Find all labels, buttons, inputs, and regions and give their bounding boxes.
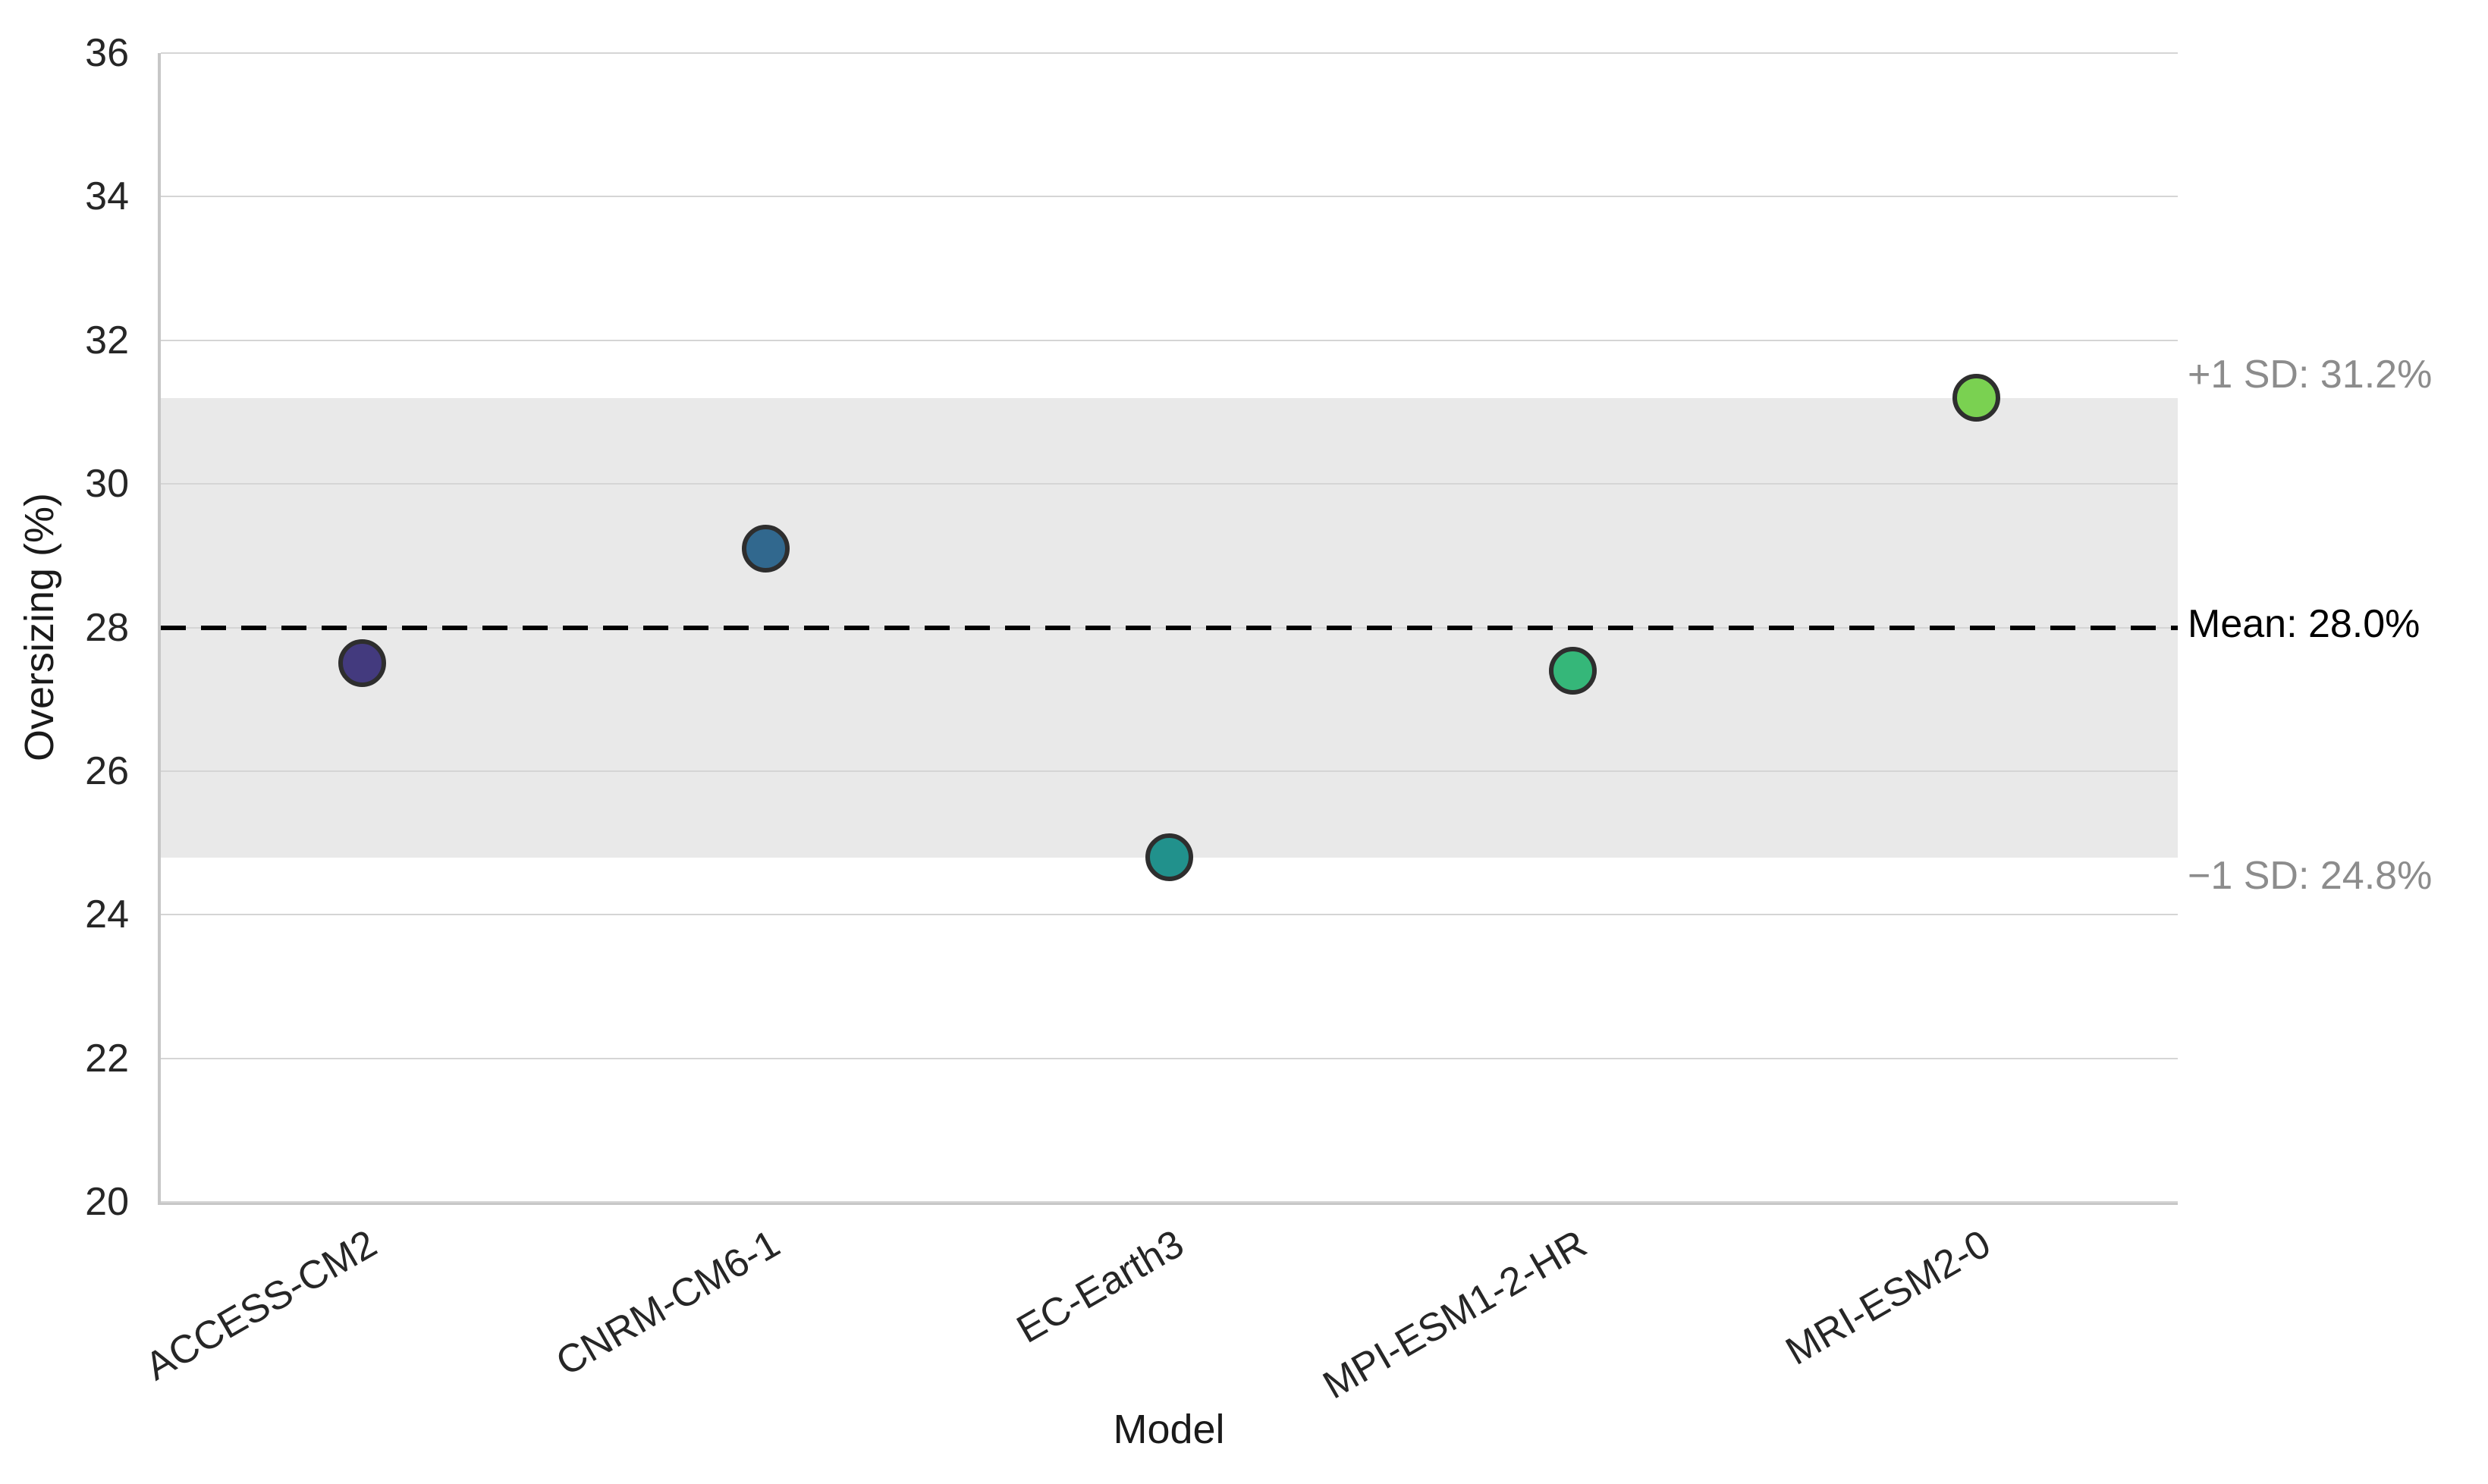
x-tick-label-MRI-ESM2-0: MRI-ESM2-0: [1778, 1222, 1998, 1374]
minus-one-sd-annotation: −1 SD: 24.8%: [2188, 853, 2433, 898]
gridline-y-36: [161, 52, 2178, 54]
y-tick-label-28: 28: [85, 605, 129, 650]
x-tick-label-CNRM-CM6-1: CNRM-CM6-1: [548, 1222, 788, 1385]
y-tick-label-24: 24: [85, 893, 129, 937]
data-point-MRI-ESM2-0: [1952, 374, 2000, 422]
gridline-y-30: [161, 483, 2178, 485]
plus-one-sd-annotation: +1 SD: 31.2%: [2188, 352, 2433, 397]
mean-annotation: Mean: 28.0%: [2188, 601, 2420, 646]
x-tick-label-EC-Earth3: EC-Earth3: [1009, 1222, 1191, 1352]
gridline-y-20: [161, 1201, 2178, 1203]
y-tick-label-32: 32: [85, 318, 129, 362]
x-axis-spine: [158, 1202, 2178, 1205]
data-point-ACCESS-CM2: [338, 639, 387, 688]
y-tick-label-20: 20: [85, 1180, 129, 1224]
y-tick-label-22: 22: [85, 1036, 129, 1081]
gridline-y-32: [161, 339, 2178, 341]
y-tick-label-26: 26: [85, 748, 129, 793]
x-tick-label-ACCESS-CM2: ACCESS-CM2: [138, 1222, 385, 1389]
data-point-CNRM-CM6-1: [742, 524, 790, 573]
gridline-y-24: [161, 914, 2178, 916]
gridline-y-22: [161, 1057, 2178, 1059]
x-tick-label-MPI-ESM1-2-HR: MPI-ESM1-2-HR: [1316, 1222, 1594, 1408]
data-point-MPI-ESM1-2-HR: [1548, 646, 1597, 695]
data-point-EC-Earth3: [1145, 833, 1193, 881]
plot-area: [158, 52, 2178, 1205]
mean-dashed-line: [161, 625, 2178, 630]
y-tick-label-34: 34: [85, 174, 129, 219]
gridline-y-26: [161, 770, 2178, 772]
x-axis-title: Model: [1113, 1407, 1225, 1452]
y-tick-label-36: 36: [85, 31, 129, 75]
y-tick-label-30: 30: [85, 462, 129, 507]
gridline-y-34: [161, 196, 2178, 198]
y-axis-spine: [158, 53, 161, 1205]
